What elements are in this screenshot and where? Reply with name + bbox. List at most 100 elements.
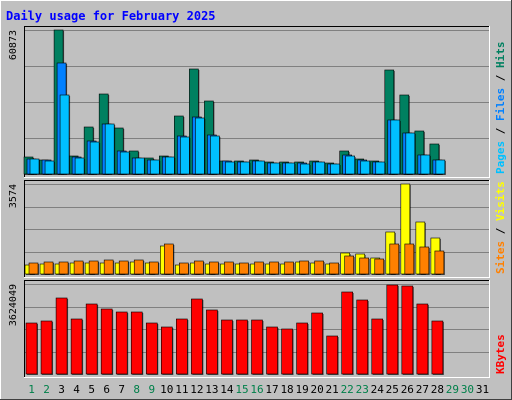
bar-sites-day-21 bbox=[329, 262, 339, 275]
day-label-22: 22 bbox=[341, 383, 354, 396]
day-label-26: 26 bbox=[401, 383, 414, 396]
day-label-13: 13 bbox=[205, 383, 218, 396]
bar-sites-day-5 bbox=[88, 260, 99, 275]
bar-sites-day-6 bbox=[103, 259, 114, 275]
day-label-1: 1 bbox=[28, 383, 35, 396]
bar-sites-day-24 bbox=[374, 258, 385, 275]
bar-pages-day-7 bbox=[119, 151, 130, 175]
bar-pages-day-9 bbox=[149, 159, 160, 175]
day-label-3: 3 bbox=[58, 383, 65, 396]
bar-sites-day-28 bbox=[434, 250, 445, 275]
bar-pages-day-16 bbox=[255, 160, 265, 175]
bar-sites-day-1 bbox=[28, 262, 39, 275]
bar-pages-day-28 bbox=[435, 159, 446, 175]
x-axis-day-labels: 1 2 3 4 5 6 7 8 9 10 11 12 13 14 15 16 17 18 19 20 21 22 23 24 2… bbox=[28, 383, 489, 396]
bar-kbytes-day-5 bbox=[85, 303, 98, 375]
day-label-2: 2 bbox=[43, 383, 50, 396]
bar-kbytes-day-9 bbox=[145, 322, 158, 375]
bar-pages-day-4 bbox=[74, 157, 85, 175]
bar-pages-day-14 bbox=[225, 161, 235, 175]
legend-item-separator: / bbox=[494, 221, 507, 241]
bar-kbytes-day-16 bbox=[251, 319, 263, 375]
kbytes-legend: KBytes bbox=[494, 334, 507, 374]
legend-item-separator: / bbox=[494, 68, 507, 88]
day-label-25: 25 bbox=[386, 383, 399, 396]
legend-item-hits: Hits bbox=[494, 42, 507, 69]
day-label-11: 11 bbox=[175, 383, 188, 396]
bar-sites-day-16 bbox=[254, 261, 264, 275]
kbytes-panel: 3624049 bbox=[8, 280, 490, 378]
bar-pages-day-8 bbox=[134, 157, 145, 175]
bar-sites-day-14 bbox=[224, 261, 234, 275]
bar-pages-day-5 bbox=[89, 141, 100, 175]
bar-pages-day-1 bbox=[29, 158, 40, 175]
bar-kbytes-day-25 bbox=[386, 284, 399, 375]
bar-pages-day-10 bbox=[165, 156, 175, 175]
day-label-28: 28 bbox=[431, 383, 444, 396]
day-label-21: 21 bbox=[326, 383, 339, 396]
legend-item-kbytes: KBytes bbox=[494, 334, 507, 374]
bar-kbytes-day-2 bbox=[40, 320, 53, 375]
day-label-19: 19 bbox=[295, 383, 308, 396]
series-sites bbox=[28, 243, 445, 275]
bar-pages-day-25 bbox=[390, 119, 401, 175]
bar-kbytes-day-19 bbox=[296, 322, 308, 375]
legend-item-visits: Visits bbox=[494, 181, 507, 221]
visits-panel: 3574 bbox=[8, 180, 490, 278]
bar-kbytes-day-1 bbox=[25, 322, 38, 375]
bar-pages-day-26 bbox=[405, 132, 416, 175]
day-label-29: 29 bbox=[446, 383, 459, 396]
legend-item-separator: / bbox=[494, 121, 507, 141]
day-label-6: 6 bbox=[103, 383, 110, 396]
bar-pages-day-18 bbox=[285, 162, 295, 175]
bar-pages-day-22 bbox=[345, 155, 355, 175]
bar-pages-day-6 bbox=[104, 123, 115, 175]
bar-sites-day-10 bbox=[164, 243, 174, 275]
bar-sites-day-2 bbox=[43, 261, 54, 275]
bar-sites-day-17 bbox=[269, 261, 279, 275]
bar-pages-day-21 bbox=[330, 163, 340, 175]
bar-pages-day-19 bbox=[300, 163, 310, 175]
bar-pages-day-23 bbox=[360, 160, 371, 175]
bar-kbytes-day-12 bbox=[191, 298, 203, 375]
legend-item-pages: Pages bbox=[494, 141, 507, 174]
bar-pages-day-13 bbox=[210, 135, 220, 175]
bar-kbytes-day-15 bbox=[236, 319, 248, 375]
day-label-12: 12 bbox=[190, 383, 203, 396]
bar-pages-day-24 bbox=[375, 161, 386, 175]
bar-pages-day-3 bbox=[59, 94, 70, 175]
bar-kbytes-day-22 bbox=[341, 291, 353, 375]
day-label-27: 27 bbox=[416, 383, 429, 396]
bar-pages-day-15 bbox=[240, 161, 250, 175]
day-label-7: 7 bbox=[118, 383, 125, 396]
day-label-17: 17 bbox=[265, 383, 278, 396]
bar-kbytes-day-26 bbox=[401, 285, 414, 375]
bar-sites-day-4 bbox=[73, 260, 84, 275]
bar-kbytes-day-8 bbox=[130, 311, 143, 375]
day-label-5: 5 bbox=[88, 383, 95, 396]
bar-kbytes-day-24 bbox=[371, 318, 384, 375]
y-axis-max-label: 60873 bbox=[8, 30, 19, 60]
day-label-24: 24 bbox=[371, 383, 385, 396]
bar-sites-day-26 bbox=[404, 243, 415, 275]
bar-kbytes-day-28 bbox=[431, 320, 444, 375]
bar-sites-day-25 bbox=[389, 243, 400, 275]
bar-sites-day-7 bbox=[118, 260, 129, 275]
bar-kbytes-day-10 bbox=[161, 326, 173, 375]
legend-item-files: Files bbox=[494, 88, 507, 121]
bar-kbytes-day-27 bbox=[416, 303, 429, 375]
bar-sites-day-27 bbox=[419, 246, 430, 275]
bar-kbytes-day-4 bbox=[70, 318, 83, 375]
day-label-14: 14 bbox=[220, 383, 234, 396]
bar-kbytes-day-11 bbox=[176, 318, 188, 375]
day-label-16: 16 bbox=[250, 383, 263, 396]
day-label-18: 18 bbox=[280, 383, 293, 396]
chart-title: Daily usage for February 2025 bbox=[6, 9, 216, 23]
bar-pages-day-11 bbox=[180, 136, 190, 175]
bar-kbytes-day-17 bbox=[266, 326, 278, 375]
day-label-4: 4 bbox=[73, 383, 80, 396]
bar-sites-day-23 bbox=[359, 257, 370, 275]
day-label-30: 30 bbox=[461, 383, 474, 396]
day-label-31: 31 bbox=[476, 383, 489, 396]
bar-pages-day-17 bbox=[270, 162, 280, 175]
